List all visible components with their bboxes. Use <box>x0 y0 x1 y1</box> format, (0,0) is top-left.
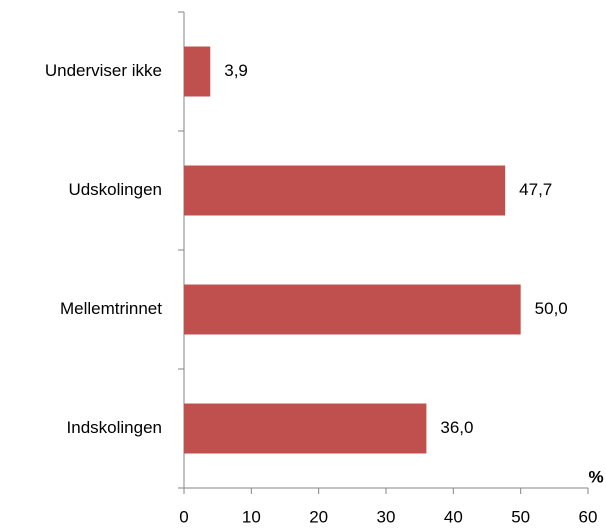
bar <box>184 403 427 454</box>
x-tick-label: 10 <box>242 507 261 526</box>
x-axis-label: % <box>588 467 603 486</box>
x-tick-label: 40 <box>444 507 463 526</box>
y-tick-label: Underviser ikke <box>45 61 162 80</box>
bar <box>184 46 211 97</box>
x-tick-label: 60 <box>579 507 598 526</box>
x-tick-label: 0 <box>179 507 188 526</box>
value-label: 3,9 <box>224 61 248 80</box>
value-label: 47,7 <box>519 180 552 199</box>
y-tick-label: Indskolingen <box>67 418 162 437</box>
y-tick-label: Mellemtrinnet <box>60 299 162 318</box>
value-label: 36,0 <box>440 418 473 437</box>
bar <box>184 165 506 216</box>
value-label: 50,0 <box>535 299 568 318</box>
x-tick-label: 20 <box>309 507 328 526</box>
bar <box>184 284 521 335</box>
y-tick-label: Udskolingen <box>68 180 162 199</box>
x-tick-label: 50 <box>511 507 530 526</box>
x-tick-label: 30 <box>377 507 396 526</box>
